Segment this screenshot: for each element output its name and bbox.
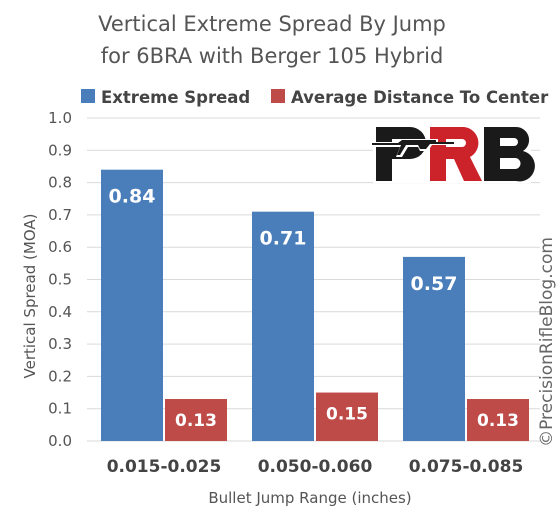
chart-title-line2: for 6BRA with Berger 105 Hybrid: [101, 44, 444, 68]
x-tick-label: 0.015-0.025: [107, 457, 222, 477]
y-tick-label: 0.5: [48, 271, 72, 289]
legend-label-extreme-spread: Extreme Spread: [101, 88, 250, 107]
bar-value-label: 0.13: [175, 411, 217, 431]
y-tick-label: 0.2: [48, 367, 72, 385]
chart-title-line1: Vertical Extreme Spread By Jump: [98, 12, 446, 36]
y-axis-ticks: 0.0 0.1 0.2 0.3 0.4 0.5 0.6 0.7 0.8 0.9 1.0: [48, 109, 72, 450]
bar-average-distance: [467, 399, 529, 441]
bar-value-label: 0.13: [477, 411, 519, 431]
bar-average-distance: [165, 399, 227, 441]
y-tick-label: 0.7: [48, 206, 72, 224]
bars: 0.84 0.13 0.71 0.15 0.57 0.13: [101, 169, 529, 441]
bar-extreme-spread: [101, 169, 163, 441]
bar-value-label: 0.71: [260, 228, 307, 250]
y-tick-label: 1.0: [48, 109, 72, 127]
x-axis-ticks: 0.015-0.025 0.050-0.060 0.075-0.085: [107, 457, 524, 477]
bar-value-label: 0.15: [326, 405, 368, 425]
y-tick-label: 0.4: [48, 303, 72, 321]
bar-value-label: 0.57: [411, 273, 458, 295]
bar-extreme-spread: [403, 256, 465, 441]
legend-swatch-extreme-spread: [81, 89, 95, 103]
y-tick-label: 0.8: [48, 174, 72, 192]
bar-value-label: 0.84: [109, 186, 156, 208]
watermark: ©PrecisionRifleBlog.com: [537, 237, 557, 447]
y-tick-label: 0.3: [48, 335, 72, 353]
y-axis-label: Vertical Spread (MOA): [21, 214, 39, 379]
y-tick-label: 0.9: [48, 141, 72, 159]
y-tick-label: 0.6: [48, 238, 72, 256]
x-tick-label: 0.050-0.060: [258, 457, 373, 477]
x-tick-label: 0.075-0.085: [409, 457, 524, 477]
bar-extreme-spread: [252, 211, 314, 441]
legend-swatch-average-distance: [271, 89, 285, 103]
legend: Extreme Spread Average Distance To Cente…: [81, 88, 549, 107]
y-tick-label: 0.1: [48, 400, 72, 418]
prb-logo: [370, 123, 535, 183]
y-tick-label: 0.0: [48, 432, 72, 450]
bar-average-distance: [316, 392, 378, 441]
legend-label-average-distance: Average Distance To Center: [291, 88, 549, 107]
x-axis-label: Bullet Jump Range (inches): [208, 489, 411, 507]
